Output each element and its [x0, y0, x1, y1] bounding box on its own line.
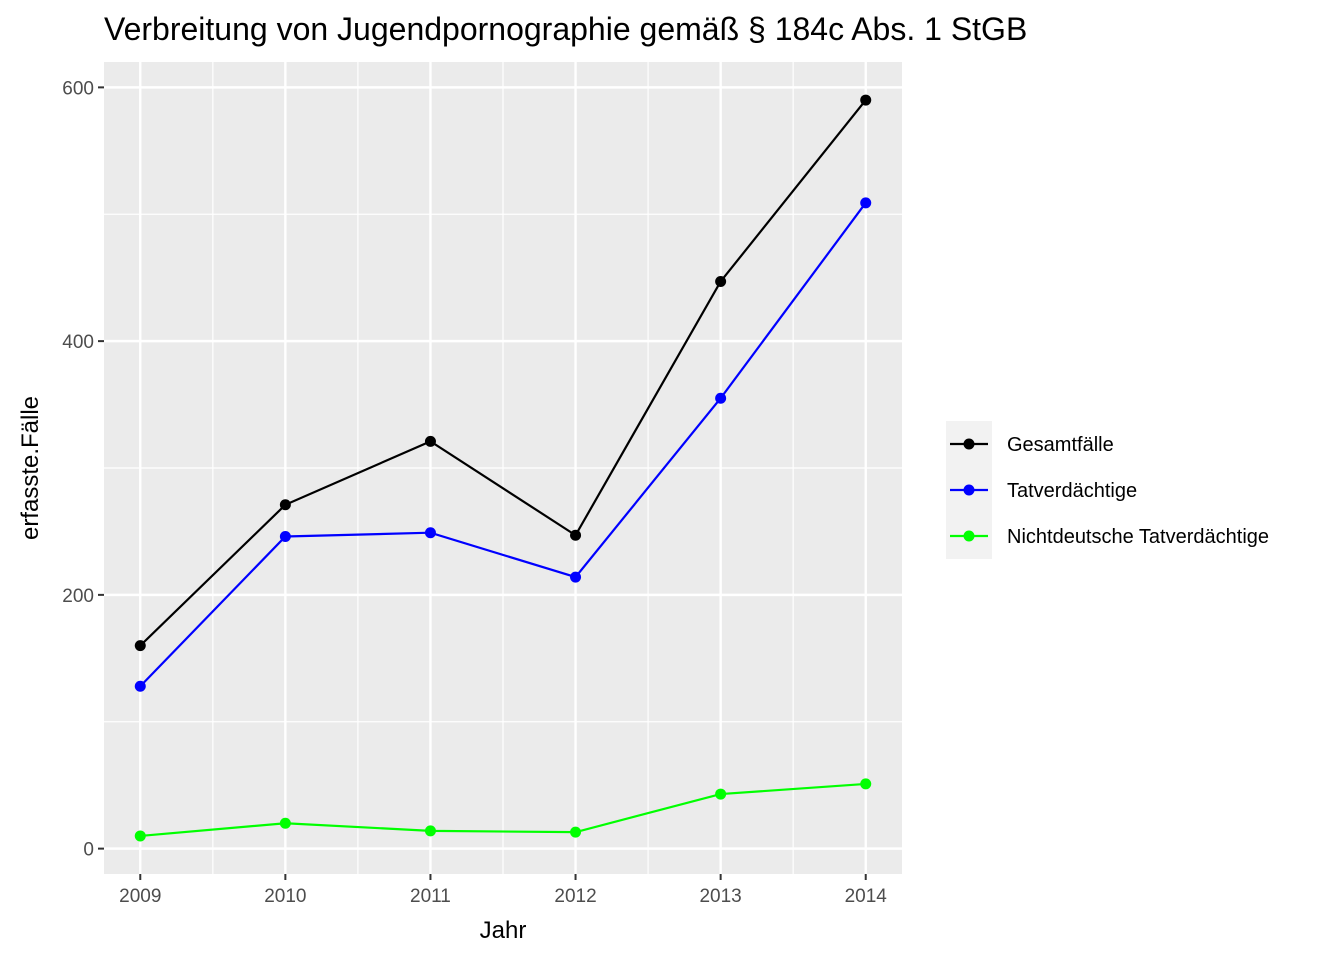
x-tick-label: 2014: [845, 886, 888, 907]
data-point: [860, 778, 872, 790]
data-point: [570, 571, 582, 583]
series-line: [139, 99, 867, 647]
data-point: [715, 275, 727, 287]
legend-key-point: [963, 484, 975, 496]
legend-label: Nichtdeutsche Tatverdächtige: [1007, 526, 1269, 548]
data-point: [134, 830, 146, 842]
series-group: [134, 197, 872, 692]
data-point: [424, 825, 436, 837]
data-point: [424, 527, 436, 539]
legend-key-point: [963, 438, 975, 450]
data-point: [570, 826, 582, 838]
y-tick-label: 0: [83, 840, 94, 861]
series-group: [134, 778, 872, 842]
chart-title: Verbreitung von Jugendpornographie gemäß…: [104, 11, 1027, 47]
axes: 2009 2010 2011 2012 2013 2014 0 200 400 600: [62, 78, 887, 907]
y-tick-label: 200: [62, 586, 94, 607]
y-axis-title: erfasste.Fälle: [17, 396, 44, 540]
data-point: [860, 197, 872, 209]
series-line: [139, 202, 867, 687]
series-line: [140, 782, 866, 838]
x-tick-label: 2009: [119, 886, 161, 907]
grid-lines: [104, 62, 902, 874]
y-tick-label: 400: [62, 332, 94, 353]
series-group: [134, 94, 872, 652]
x-axis-title: Jahr: [480, 917, 527, 944]
data-point: [134, 680, 146, 692]
data-point: [279, 499, 291, 511]
data-series: [134, 94, 872, 842]
x-tick-label: 2012: [554, 886, 596, 907]
legend-label: Gesamtfälle: [1007, 434, 1114, 456]
data-point: [860, 94, 872, 106]
data-point: [570, 529, 582, 541]
data-point: [134, 640, 146, 652]
x-tick-label: 2011: [410, 886, 451, 907]
legend: Gesamtfälle Tatverdächtige Nichtdeutsche T…: [946, 421, 1269, 559]
data-point: [715, 788, 727, 800]
x-tick-label: 2013: [699, 886, 741, 907]
data-point: [279, 531, 291, 543]
x-tick-label: 2010: [264, 886, 306, 907]
data-point: [715, 392, 727, 404]
legend-key-point: [963, 530, 975, 542]
legend-label: Tatverdächtige: [1007, 480, 1137, 502]
data-point: [424, 435, 436, 447]
y-tick-label: 600: [62, 78, 94, 99]
data-point: [279, 817, 291, 829]
